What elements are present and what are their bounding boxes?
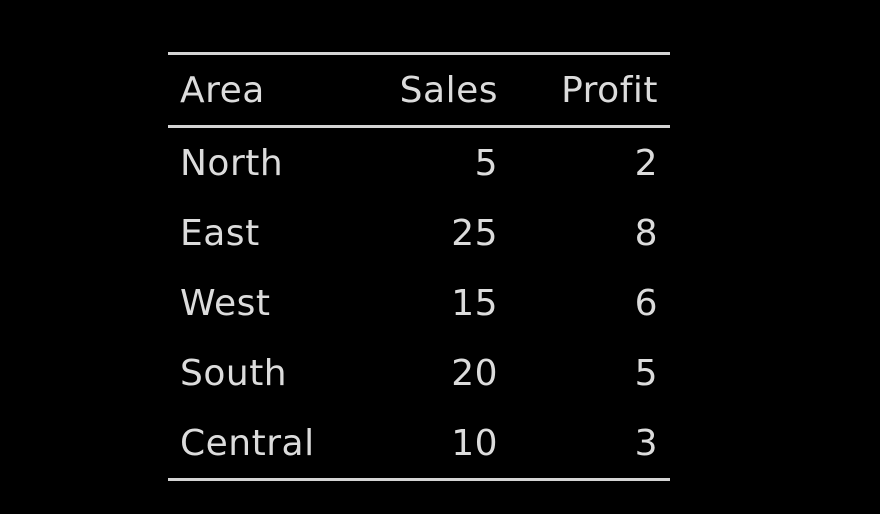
cell-sales: 25 (451, 212, 498, 254)
top-rule (168, 52, 670, 55)
column-header-area: Area (180, 69, 265, 111)
cell-sales: 5 (474, 142, 498, 184)
cell-sales: 10 (451, 422, 498, 464)
column-header-profit: Profit (561, 69, 658, 111)
cell-profit: 2 (634, 142, 658, 184)
cell-area: East (180, 212, 260, 254)
table-row: East 25 8 (168, 198, 670, 268)
column-header-sales: Sales (399, 69, 498, 111)
cell-sales: 15 (451, 282, 498, 324)
cell-sales: 20 (451, 352, 498, 394)
header-rule (168, 125, 670, 128)
cell-profit: 5 (634, 352, 658, 394)
table-row: South 20 5 (168, 338, 670, 408)
table-row: West 15 6 (168, 268, 670, 338)
table-header: Area Sales Profit (168, 55, 670, 125)
cell-area: South (180, 352, 288, 394)
cell-area: West (180, 282, 271, 324)
bottom-rule (168, 478, 670, 481)
data-table: Area Sales Profit North 5 2 East 25 8 West 15 6 S… (168, 52, 670, 481)
cell-profit: 3 (634, 422, 658, 464)
cell-area: Central (180, 422, 315, 464)
table-row: Central 10 3 (168, 408, 670, 478)
cell-profit: 6 (634, 282, 658, 324)
table-row: North 5 2 (168, 128, 670, 198)
cell-area: North (180, 142, 284, 184)
cell-profit: 8 (634, 212, 658, 254)
table-body: North 5 2 East 25 8 West 15 6 South 20 5 Central 10 3 (168, 128, 670, 478)
